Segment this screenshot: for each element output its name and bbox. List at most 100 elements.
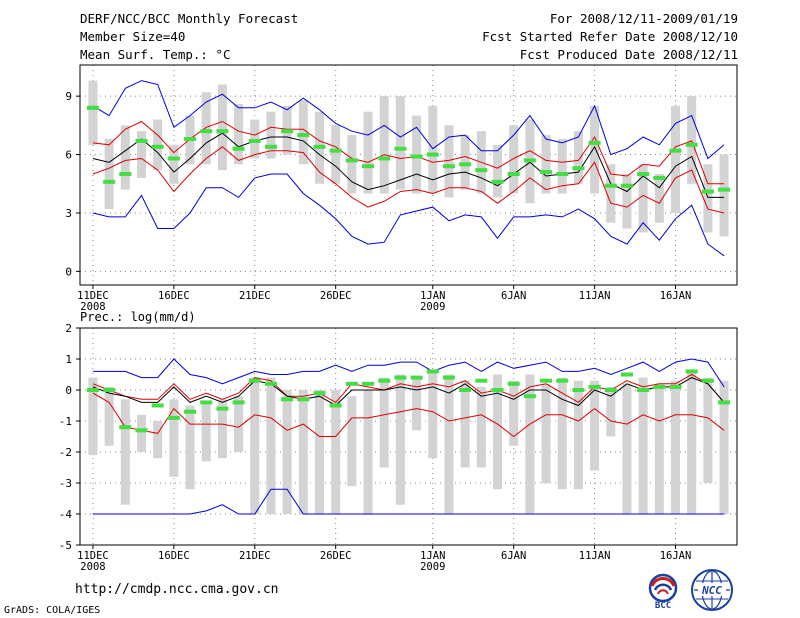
precip-observed-marker — [459, 388, 472, 392]
precip-ensemble-min-line — [92, 488, 725, 515]
precip-y-tick-label: -3 — [59, 477, 72, 490]
precip-spread-bar — [379, 377, 389, 468]
temp-spread-bar — [136, 131, 146, 178]
precip-x-tick-label: 16DEC — [158, 550, 190, 562]
precip-x-tick-label: 11JAN — [579, 550, 611, 562]
forecast-period: For 2008/12/11-2009/01/19 — [549, 11, 738, 26]
precip-x-tick-label: 16JAN — [660, 550, 692, 562]
precip-observed-marker — [653, 384, 666, 389]
temp-observed-marker — [540, 170, 553, 175]
temp-spread-bar — [201, 92, 211, 165]
precip-y-tick-label: 1 — [65, 353, 72, 366]
temp-observed-marker — [264, 144, 277, 149]
precip-observed-marker — [184, 409, 197, 414]
precip-spread-bar — [298, 390, 308, 514]
temp-spread-bar — [444, 125, 454, 198]
precip-observed-marker — [588, 384, 601, 389]
temp-x-tick-label: 1JAN — [420, 290, 445, 302]
temp-observed-marker — [313, 144, 326, 149]
precip-spread-bar — [169, 399, 179, 477]
precip-observed-marker — [248, 378, 261, 383]
temp-spread-bar — [541, 135, 551, 194]
temp-observed-marker — [491, 179, 504, 184]
temp-spread-bar — [622, 174, 632, 229]
temp-spread-bar — [169, 144, 179, 184]
precip-observed-marker — [572, 388, 585, 392]
precip-observed-marker — [167, 415, 180, 420]
temp-spread-bar — [590, 105, 600, 194]
temp-observed-marker — [151, 144, 164, 149]
precip-observed-marker — [604, 388, 617, 392]
temp-plot-frame — [79, 64, 738, 286]
precip-observed-marker — [491, 388, 504, 392]
precip-observed-marker — [685, 369, 698, 374]
source-url[interactable]: http://cmdp.ncc.cma.gov.cn — [75, 582, 279, 597]
precip-x-tick-label: 21DEC — [239, 550, 271, 562]
temp-observed-marker — [653, 175, 666, 180]
precip-observed-marker — [410, 375, 423, 380]
precip-spread-bar — [395, 374, 405, 505]
precip-spread-bar — [347, 396, 357, 487]
precip-spread-bar — [266, 377, 276, 514]
precip-y-tick-label: -1 — [59, 415, 72, 428]
precip-observed-marker — [103, 388, 116, 392]
precip-spread-bar — [250, 377, 260, 514]
temp-observed-marker — [297, 133, 310, 138]
temp-y-tick-label: 0 — [65, 265, 72, 278]
precip-observed-marker — [119, 425, 132, 430]
forecast-title: DERF/NCC/BCC Monthly Forecast — [80, 11, 299, 26]
temp-observed-marker — [701, 189, 714, 194]
temp-observed-marker — [103, 179, 116, 184]
temp-spread-bar — [687, 96, 697, 184]
temp-observed-marker — [426, 152, 439, 157]
precip-spread-bar — [622, 383, 632, 514]
temp-observed-marker — [685, 142, 698, 147]
temp-observed-marker — [507, 172, 520, 177]
precip-spread-bar — [719, 380, 729, 514]
temp-observed-marker — [572, 166, 585, 171]
temp-observed-marker — [604, 183, 617, 188]
precip-observed-marker — [556, 378, 569, 383]
temp-spread-bar — [509, 125, 519, 194]
precip-y-tick-label: -5 — [59, 539, 72, 552]
precip-observed-marker — [281, 397, 294, 402]
temp-spread-bar — [234, 103, 244, 165]
precip-spread-bar — [88, 377, 98, 456]
precip-spread-bar — [314, 390, 324, 514]
precipitation-panel: -5 -4 -3 -2 -1 0 1 2 — [59, 322, 738, 552]
precip-spread-bar — [444, 374, 454, 514]
precip-observed-marker — [426, 369, 439, 374]
temp-lower-bound-line — [92, 146, 725, 214]
temp-observed-marker — [718, 187, 731, 192]
precip-observed-marker — [637, 388, 650, 392]
precip-variable-label: Prec.: log(mm/d) — [80, 310, 196, 324]
precip-spread-bar — [557, 377, 567, 490]
temp-spread-bar — [347, 135, 357, 194]
temp-spread-bar — [573, 131, 583, 184]
ncc-logo: NCC — [691, 569, 733, 611]
grads-credit: GrADS: COLA/IGES — [4, 605, 101, 616]
temp-ensemble-mean-line — [92, 132, 725, 198]
precip-observed-marker — [378, 378, 391, 383]
temp-observed-marker — [669, 148, 682, 153]
precip-x-tick-label: 6JAN — [501, 550, 526, 562]
precip-spread-bar — [638, 377, 648, 514]
temp-observed-marker — [637, 172, 650, 177]
temp-x-tick-label: 6JAN — [501, 290, 526, 302]
precip-spread-bar — [460, 380, 470, 468]
precip-spread-bar — [201, 402, 211, 462]
precip-observed-marker — [701, 378, 714, 383]
temp-y-tick-label: 9 — [65, 90, 72, 103]
precip-ensemble-mean-line — [92, 377, 725, 407]
temp-x-tick-label: 11DEC — [77, 290, 109, 302]
temp-observed-marker — [232, 146, 245, 151]
precip-plot-frame — [79, 327, 738, 546]
temp-observed-marker — [345, 158, 358, 163]
precip-spread-bar — [428, 371, 438, 459]
temp-x-tick-label: 11JAN — [579, 290, 611, 302]
produced-date: Fcst Produced Date 2008/12/11 — [519, 47, 738, 62]
temp-observed-marker — [475, 168, 488, 173]
temp-spread-bar — [557, 138, 567, 194]
precip-observed-marker — [232, 400, 245, 405]
